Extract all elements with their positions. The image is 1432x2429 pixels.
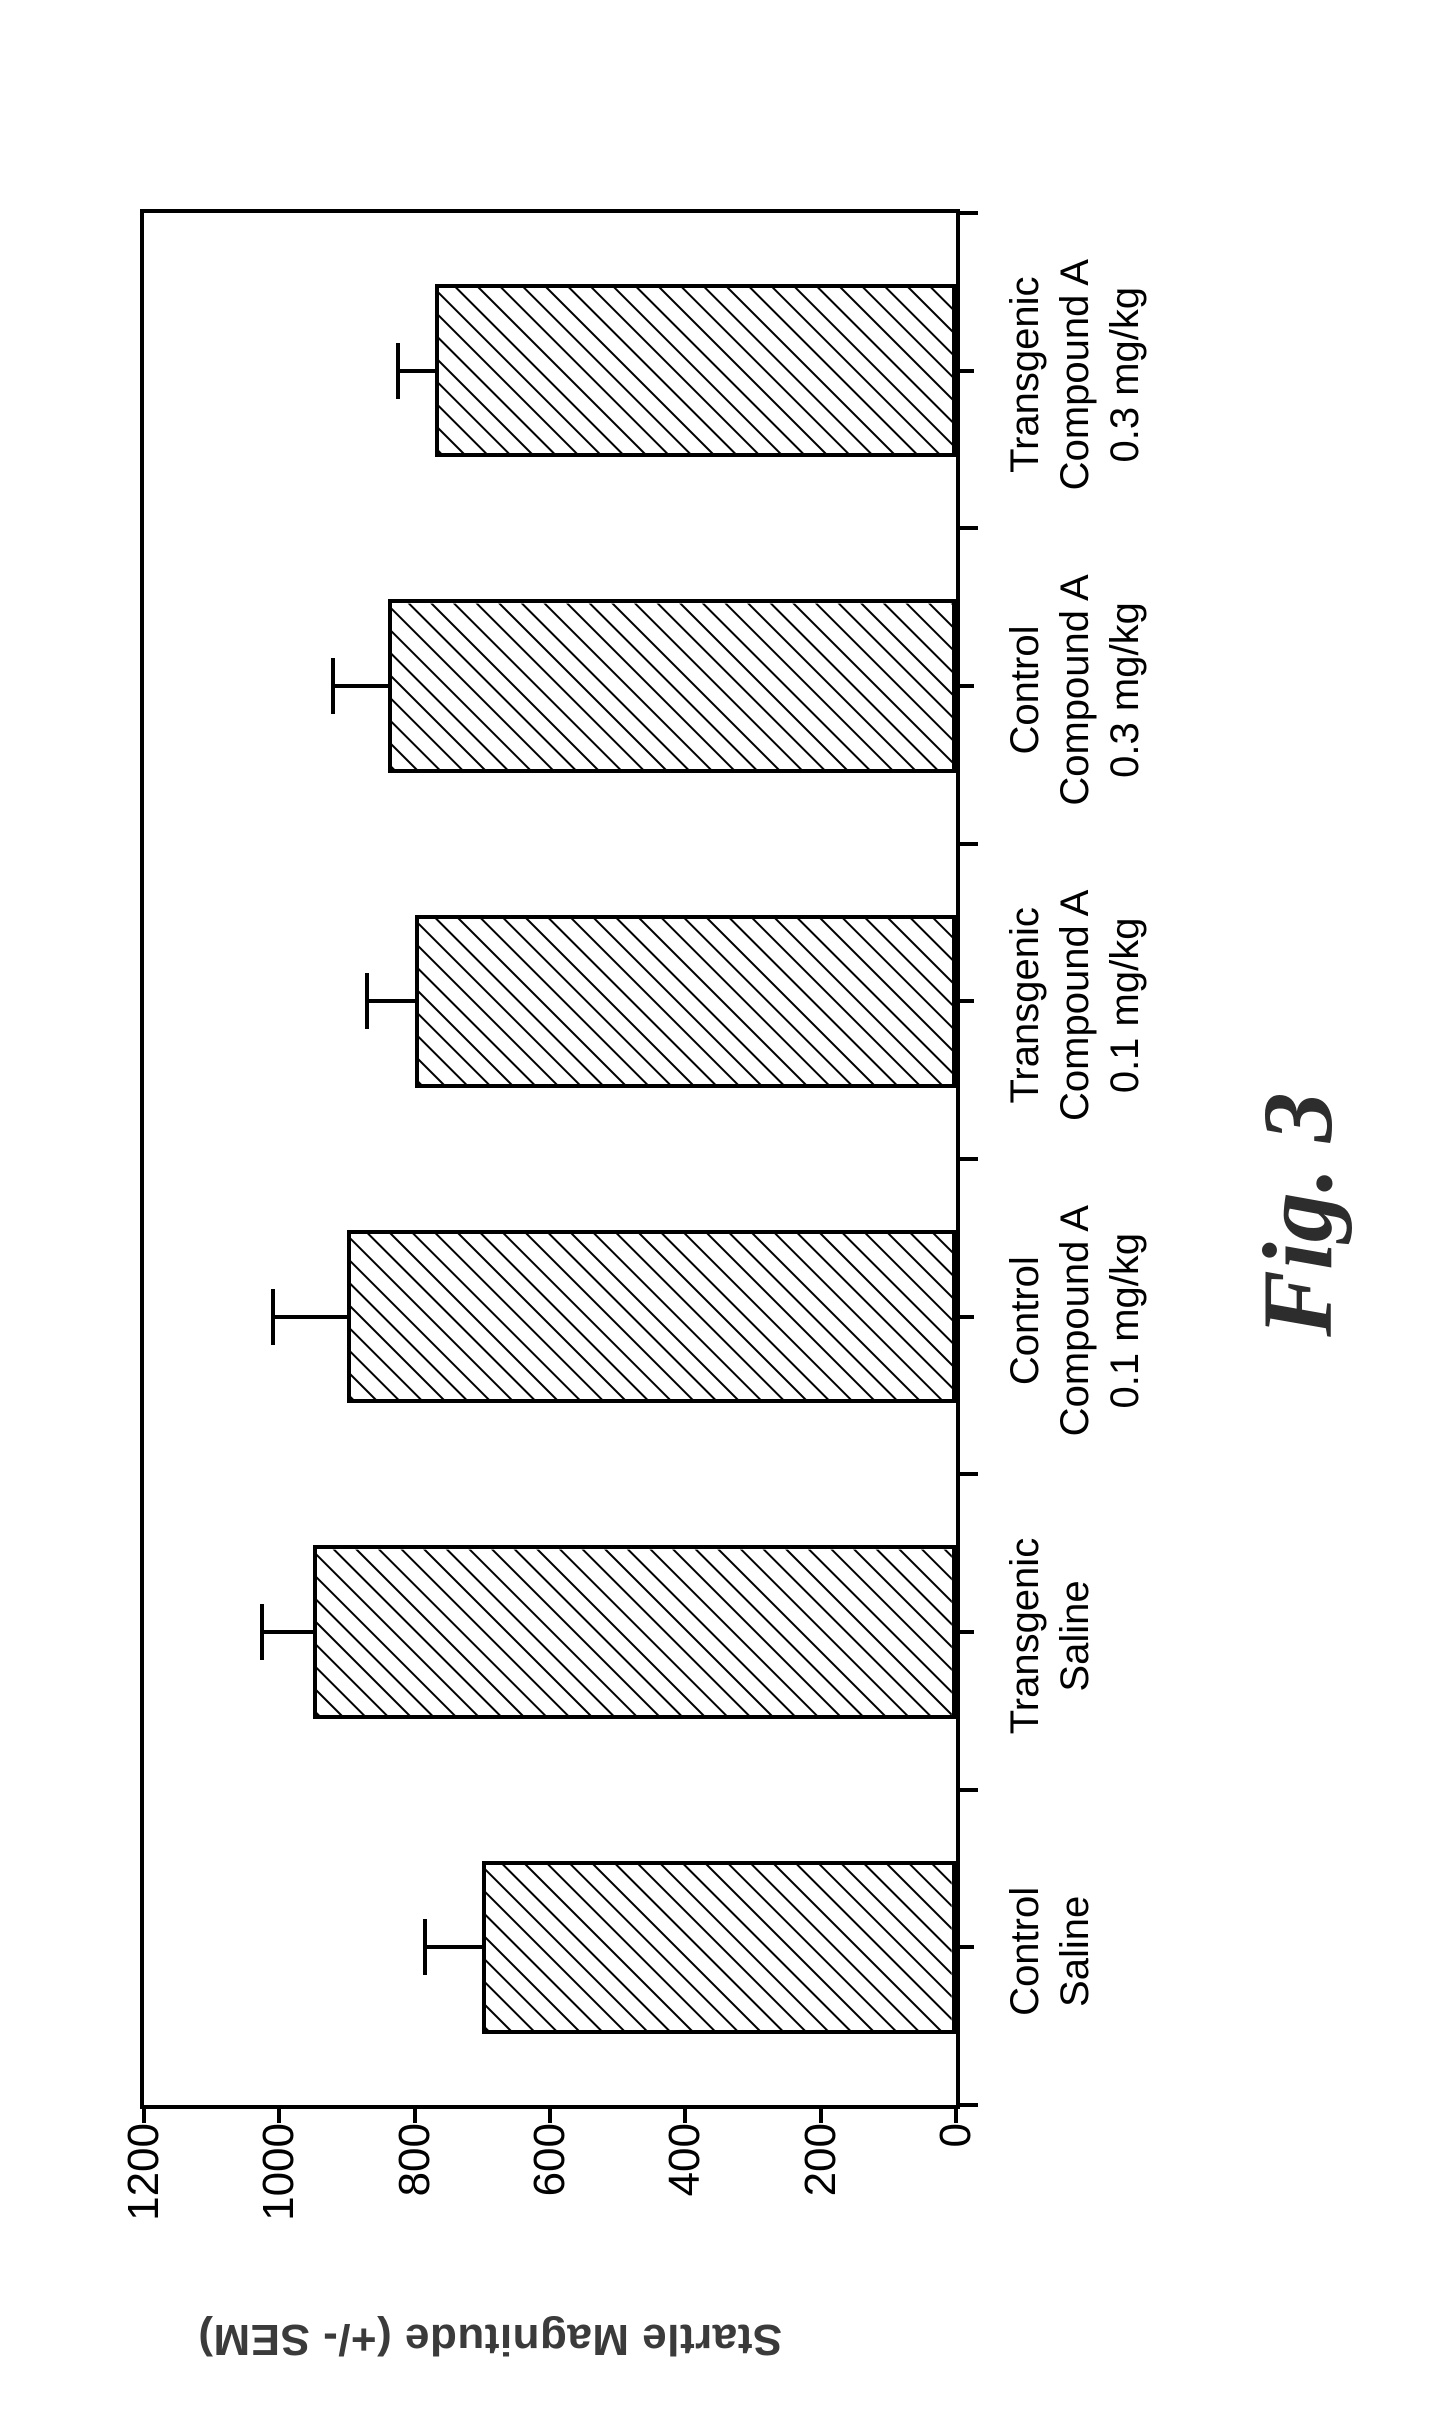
x-tick-label: Control Compound A 0.3 mg/kg <box>1000 574 1150 805</box>
x-tick-label: Transgenic Compound A 0.1 mg/kg <box>1000 890 1150 1121</box>
x-tick <box>956 1472 978 1476</box>
x-tick <box>956 1315 974 1319</box>
error-bar-cap <box>365 973 369 1029</box>
y-tick <box>413 2105 417 2123</box>
y-tick-label: 400 <box>660 2123 710 2196</box>
y-tick-label: 1000 <box>254 2123 304 2221</box>
y-tick <box>819 2105 823 2123</box>
error-bar-cap <box>271 1289 275 1345</box>
y-axis-label-text: Startle Magnitude (+/- SEM) <box>198 2314 782 2364</box>
x-tick <box>956 1788 978 1792</box>
rotated-figure-wrapper: Startle Magnitude (+/- SEM) 020040060080… <box>0 0 1432 2429</box>
x-tick <box>956 999 974 1003</box>
y-tick-label: 1200 <box>119 2123 169 2221</box>
y-axis-label: Startle Magnitude (+/- SEM) <box>0 2279 980 2399</box>
x-tick <box>956 1157 978 1161</box>
x-tick <box>956 2103 978 2107</box>
x-tick <box>956 526 978 530</box>
page: Startle Magnitude (+/- SEM) 020040060080… <box>0 0 1432 2429</box>
x-tick <box>956 211 978 215</box>
error-bar-cap <box>331 658 335 714</box>
error-bar-cap <box>260 1604 264 1660</box>
y-tick <box>548 2105 552 2123</box>
y-tick-label: 0 <box>931 2123 981 2147</box>
figure-caption: Fig. 3 <box>1240 0 1355 2429</box>
error-bar <box>425 1945 483 1949</box>
y-tick <box>277 2105 281 2123</box>
y-tick <box>142 2105 146 2123</box>
x-tick-label: Control Saline <box>1000 1887 1100 2016</box>
error-bar <box>262 1630 313 1634</box>
bar <box>388 599 956 772</box>
y-tick-label: 800 <box>390 2123 440 2196</box>
y-tick <box>954 2105 958 2123</box>
error-bar <box>367 999 414 1003</box>
x-tick-label: Transgenic Compound A 0.3 mg/kg <box>1000 259 1150 490</box>
x-tick <box>956 1630 974 1634</box>
y-tick <box>683 2105 687 2123</box>
error-bar-cap <box>423 1919 427 1975</box>
y-tick-label: 200 <box>796 2123 846 2196</box>
bar <box>415 915 956 1088</box>
error-bar <box>273 1315 347 1319</box>
x-tick <box>956 1945 974 1949</box>
bar <box>313 1545 956 1718</box>
x-tick <box>956 842 978 846</box>
error-bar-cap <box>396 343 400 399</box>
x-tick-label: Control Compound A 0.1 mg/kg <box>1000 1205 1150 1436</box>
chart-container: Startle Magnitude (+/- SEM) 020040060080… <box>0 0 1432 2429</box>
x-tick <box>956 684 974 688</box>
bar <box>482 1861 956 2034</box>
bar <box>435 284 956 457</box>
x-tick-label: Transgenic Saline <box>1000 1538 1100 1734</box>
error-bar <box>398 369 435 373</box>
plot-area: 020040060080010001200 <box>140 209 960 2109</box>
x-tick <box>956 369 974 373</box>
y-tick-label: 600 <box>525 2123 575 2196</box>
bar <box>347 1230 956 1403</box>
error-bar <box>333 684 387 688</box>
